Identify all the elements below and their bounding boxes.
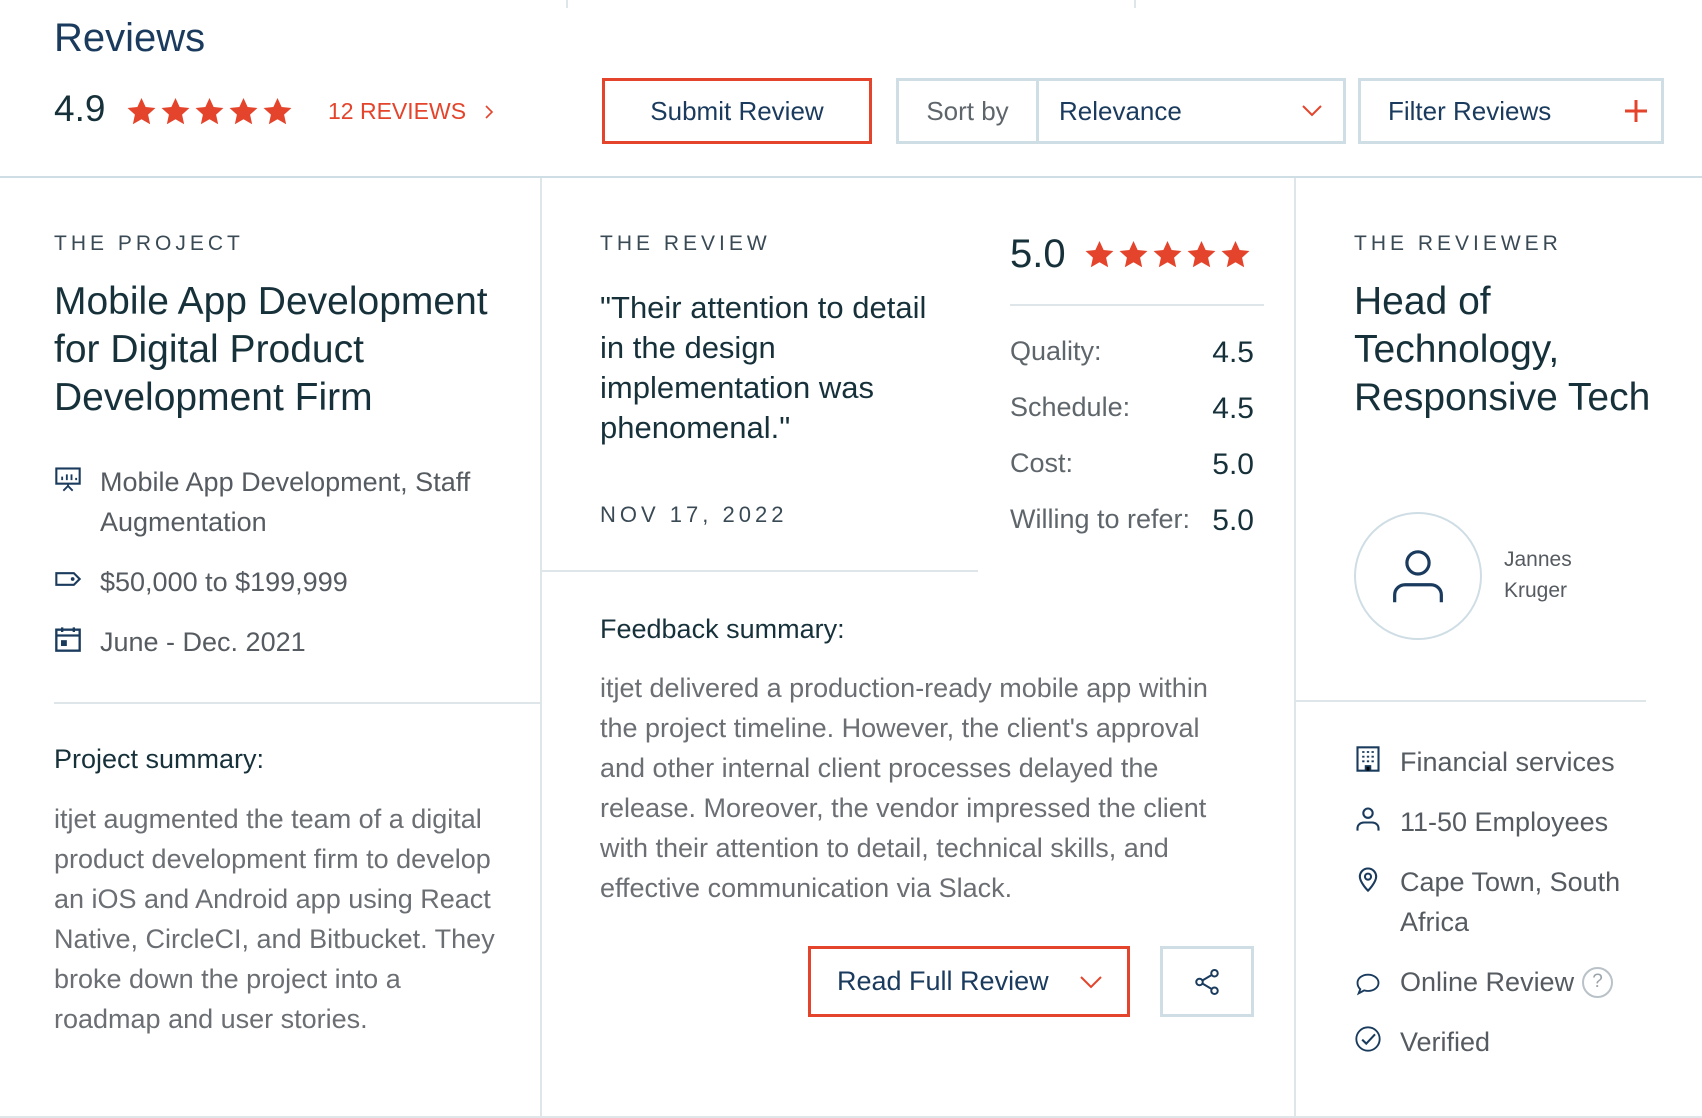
project-summary-text: itjet augmented the team of a digital pr… (54, 804, 495, 1034)
project-meta: Mobile App Development, Staff Augmentati… (54, 462, 514, 662)
rating-row-cost: Cost: 5.0 (1010, 448, 1254, 482)
overall-rating: 4.9 (54, 88, 106, 129)
person-icon (1356, 807, 1380, 831)
sort-value: Relevance (1059, 95, 1182, 126)
building-icon (1356, 746, 1380, 772)
rating-label: Schedule: (1010, 392, 1131, 422)
project-title: Mobile App Development for Digital Produ… (54, 280, 488, 419)
score-divider (1010, 304, 1264, 306)
column-divider-2 (1294, 178, 1296, 1118)
calendar-icon (55, 627, 81, 652)
overall-stars (126, 96, 293, 127)
review-quote: "Their attention to detail in the design… (600, 290, 927, 445)
ratings-list: Quality: 4.5 Schedule: 4.5 Cost: 5.0 Wil… (1010, 336, 1254, 560)
project-services: Mobile App Development, Staff Augmentati… (100, 467, 471, 537)
feedback-summary-text: itjet delivered a production-ready mobil… (600, 673, 1208, 903)
rating-label: Cost: (1010, 448, 1074, 478)
help-circle-icon[interactable]: ? (1582, 966, 1614, 998)
share-button[interactable] (1160, 946, 1254, 1017)
chat-bubble-icon (1356, 973, 1380, 995)
project-summary-heading: Project summary: (54, 744, 265, 774)
rating-value: 5.0 (1212, 504, 1254, 537)
rating-row-schedule: Schedule: 4.5 (1010, 392, 1254, 426)
star-icon (1119, 240, 1148, 268)
star-icon (1187, 240, 1216, 268)
rating-label: Quality: (1010, 336, 1102, 366)
reviewer-location: Cape Town, South Africa (1400, 867, 1621, 937)
project-section-label: THE PROJECT (54, 232, 244, 255)
sort-select[interactable]: Sort by Relevance (896, 78, 1346, 144)
bottom-divider (0, 1116, 1702, 1118)
read-full-review-label: Read Full Review (837, 966, 1049, 996)
chevron-right-icon (485, 104, 494, 119)
check-circle-icon (1355, 1026, 1381, 1052)
submit-review-label: Submit Review (650, 95, 824, 126)
page-title: Reviews (54, 16, 206, 60)
reviewer-title: Head of Technology, Responsive Tech (1354, 280, 1651, 419)
location-pin-icon (1358, 867, 1378, 893)
reviewer-meta: Financial services 11-50 Employees Cape … (1354, 742, 1654, 1062)
rating-row-quality: Quality: 4.5 (1010, 336, 1254, 370)
review-date: NOV 17, 2022 (600, 502, 788, 527)
read-full-review-button[interactable]: Read Full Review (808, 946, 1130, 1017)
chevron-down-icon (1302, 105, 1322, 117)
reviewer-company-size: 11-50 Employees (1400, 807, 1609, 837)
rating-label: Willing to refer: (1010, 504, 1191, 534)
filter-reviews-label: Filter Reviews (1388, 95, 1552, 126)
share-icon (1195, 968, 1219, 995)
chevron-down-icon (1080, 975, 1102, 988)
sort-by-label: Sort by (899, 81, 1039, 141)
star-icon (1221, 240, 1250, 268)
filter-reviews-button[interactable]: Filter Reviews (1358, 78, 1664, 144)
reviewer-divider (1296, 700, 1646, 702)
reviewer-name: Jannes Kruger (1504, 548, 1572, 602)
header-divider (0, 176, 1702, 178)
review-section-label: THE REVIEW (600, 232, 771, 255)
star-icon (1153, 240, 1182, 268)
project-divider (54, 702, 540, 704)
star-icon (195, 97, 224, 125)
star-icon (229, 97, 258, 125)
rating-row-willing-to-refer: Willing to refer: 5.0 (1010, 504, 1254, 538)
column-divider-1 (540, 178, 542, 1118)
presentation-icon (55, 467, 81, 492)
review-divider (542, 570, 978, 572)
reviews-count-link[interactable]: 12 REVIEWS (328, 98, 494, 125)
star-icon (161, 97, 190, 125)
reviews-count-label: 12 REVIEWS (328, 98, 467, 124)
review-score: 5.0 (1010, 232, 1066, 276)
user-icon (1393, 550, 1443, 603)
feedback-summary-heading: Feedback summary: (600, 614, 845, 644)
avatar (1354, 512, 1482, 640)
reviewer-verified: Verified (1400, 1027, 1491, 1057)
submit-review-button[interactable]: Submit Review (602, 78, 872, 144)
price-tag-icon (55, 572, 82, 586)
rating-value: 4.5 (1212, 336, 1254, 369)
review-score-block: 5.0 (1010, 232, 1251, 277)
star-icon (127, 97, 156, 125)
project-budget: $50,000 to $199,999 (100, 567, 348, 597)
reviewer-section-label: THE REVIEWER (1354, 232, 1562, 255)
reviewer-review-type: Online Review (1400, 967, 1575, 997)
rating-value: 4.5 (1212, 392, 1254, 425)
project-dates: June - Dec. 2021 (100, 627, 306, 657)
plus-icon (1625, 100, 1647, 122)
top-divider-left (566, 0, 568, 8)
star-icon (263, 97, 292, 125)
top-divider-right (1134, 0, 1136, 8)
reviewer-industry: Financial services (1400, 747, 1615, 777)
star-icon (1085, 240, 1114, 268)
rating-value: 5.0 (1212, 448, 1254, 481)
